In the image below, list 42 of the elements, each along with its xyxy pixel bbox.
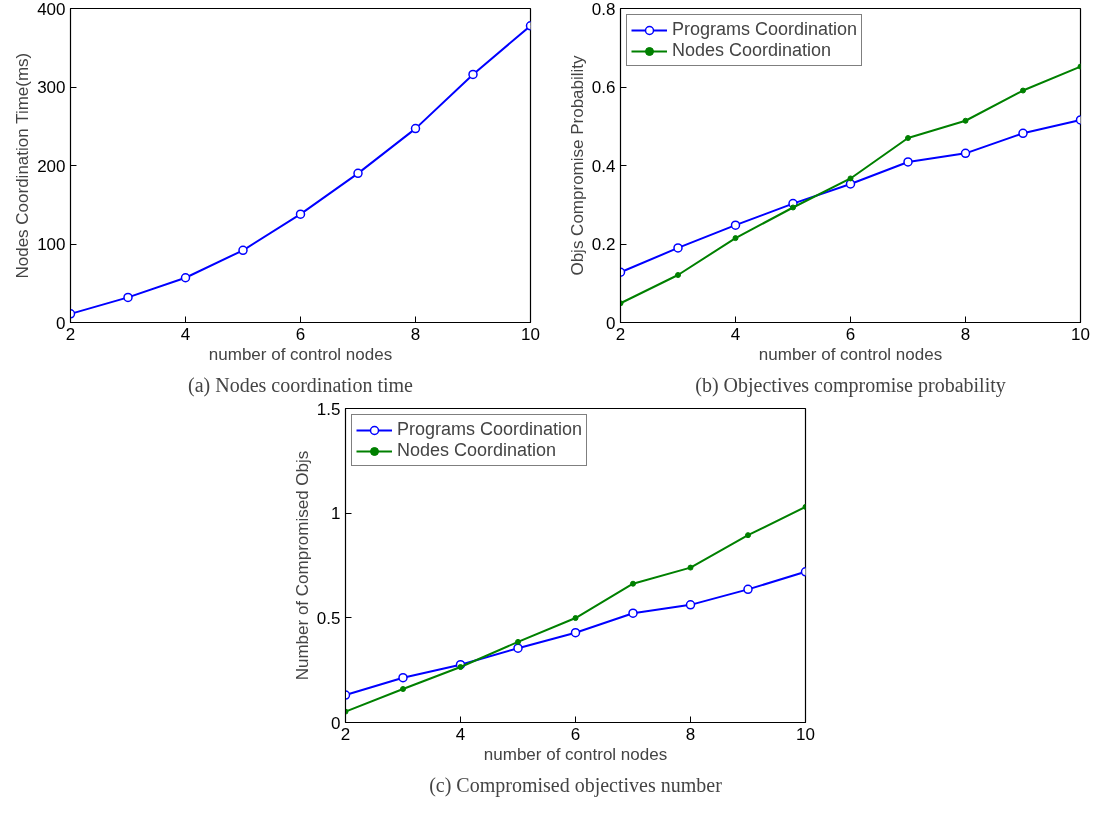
y-tick-label: 1 [331, 504, 341, 524]
y-tick-label: 200 [37, 156, 66, 176]
text: (a) Nodes coordination time [188, 373, 414, 397]
legend-label: Programs Coordination [672, 19, 858, 40]
y-tick-label: 1.5 [316, 399, 341, 419]
x-tick-label: 10 [521, 324, 540, 344]
legend-label: Nodes Coordination [672, 40, 832, 61]
y-axis-title: Nodes Coordination Time(ms) [13, 52, 33, 279]
x-axis-title: number of control nodes [758, 344, 943, 364]
x-tick-label: 6 [570, 724, 581, 744]
x-tick-label: 4 [730, 324, 741, 344]
y-tick-label: 0.4 [591, 156, 616, 176]
legend-label: Nodes Coordination [397, 440, 557, 461]
text: (b) Objectives compromise probability [695, 373, 1006, 397]
y-axis-title: Objs Compromise Probability [567, 54, 587, 276]
x-tick-label: 6 [295, 324, 306, 344]
x-tick-label: 8 [410, 324, 421, 344]
x-tick-label: 8 [960, 324, 971, 344]
y-tick-label: 300 [37, 78, 66, 97]
y-tick-label: 0 [606, 313, 616, 333]
y-tick-label: 0.6 [591, 78, 616, 97]
x-axis-title: number of control nodes [208, 344, 393, 364]
x-tick-label: 10 [1071, 324, 1090, 344]
x-tick-label: 8 [685, 724, 696, 744]
legend-label: Programs Coordination [397, 419, 583, 440]
text: (c) Compromised objectives number [429, 773, 723, 797]
y-tick-label: 0.5 [316, 608, 341, 628]
x-tick-label: 2 [615, 324, 626, 344]
x-tick-label: 4 [180, 324, 191, 344]
x-axis-title: number of control nodes [483, 744, 668, 764]
y-tick-label: 0 [331, 713, 341, 733]
x-tick-label: 2 [340, 724, 351, 744]
x-tick-label: 4 [455, 724, 466, 744]
y-tick-label: 0.8 [591, 0, 616, 19]
x-tick-label: 6 [845, 324, 856, 344]
y-tick-label: 400 [37, 0, 66, 19]
y-tick-label: 100 [37, 235, 66, 254]
x-tick-label: 10 [796, 724, 815, 744]
x-tick-label: 2 [65, 324, 76, 344]
y-axis-title: Number of Compromised Objs [292, 450, 312, 681]
y-tick-label: 0.2 [591, 235, 616, 254]
y-tick-label: 0 [56, 313, 66, 333]
